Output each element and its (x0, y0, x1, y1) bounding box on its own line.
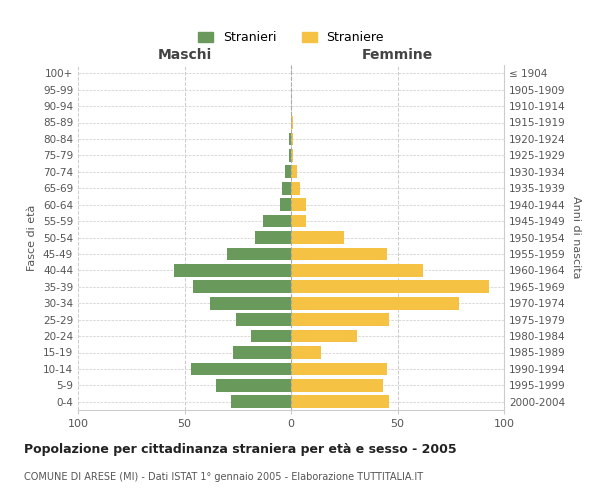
Bar (291, 346, 321, 359)
Bar (291, 166, 298, 178)
Bar (210, 297, 291, 310)
Bar (291, 379, 383, 392)
Text: Maschi: Maschi (157, 48, 212, 62)
Bar (291, 280, 489, 293)
Bar (291, 149, 293, 162)
Legend: Stranieri, Straniere: Stranieri, Straniere (193, 26, 389, 50)
Bar (255, 231, 291, 244)
Bar (291, 214, 306, 228)
Bar (193, 280, 291, 293)
Bar (251, 330, 291, 342)
Bar (291, 116, 293, 129)
Bar (291, 362, 387, 376)
Bar (236, 313, 291, 326)
Text: COMUNE DI ARESE (MI) - Dati ISTAT 1° gennaio 2005 - Elaborazione TUTTITALIA.IT: COMUNE DI ARESE (MI) - Dati ISTAT 1° gen… (24, 472, 423, 482)
Bar (291, 313, 389, 326)
Bar (280, 198, 291, 211)
Bar (174, 264, 291, 277)
Bar (233, 346, 291, 359)
Bar (291, 396, 389, 408)
Bar (291, 330, 357, 342)
Bar (289, 132, 291, 145)
Bar (291, 297, 459, 310)
Bar (284, 166, 291, 178)
Bar (232, 396, 291, 408)
Bar (291, 264, 423, 277)
Y-axis label: Anni di nascita: Anni di nascita (571, 196, 581, 279)
Text: Femmine: Femmine (362, 48, 433, 62)
Bar (191, 362, 291, 376)
Bar (217, 379, 291, 392)
Bar (289, 149, 291, 162)
Bar (227, 248, 291, 260)
Bar (291, 198, 306, 211)
Bar (291, 248, 387, 260)
Y-axis label: Fasce di età: Fasce di età (28, 204, 37, 270)
Bar (291, 132, 293, 145)
Bar (291, 231, 344, 244)
Bar (283, 182, 291, 194)
Text: Popolazione per cittadinanza straniera per età e sesso - 2005: Popolazione per cittadinanza straniera p… (24, 442, 457, 456)
Bar (291, 182, 299, 194)
Bar (263, 214, 291, 228)
